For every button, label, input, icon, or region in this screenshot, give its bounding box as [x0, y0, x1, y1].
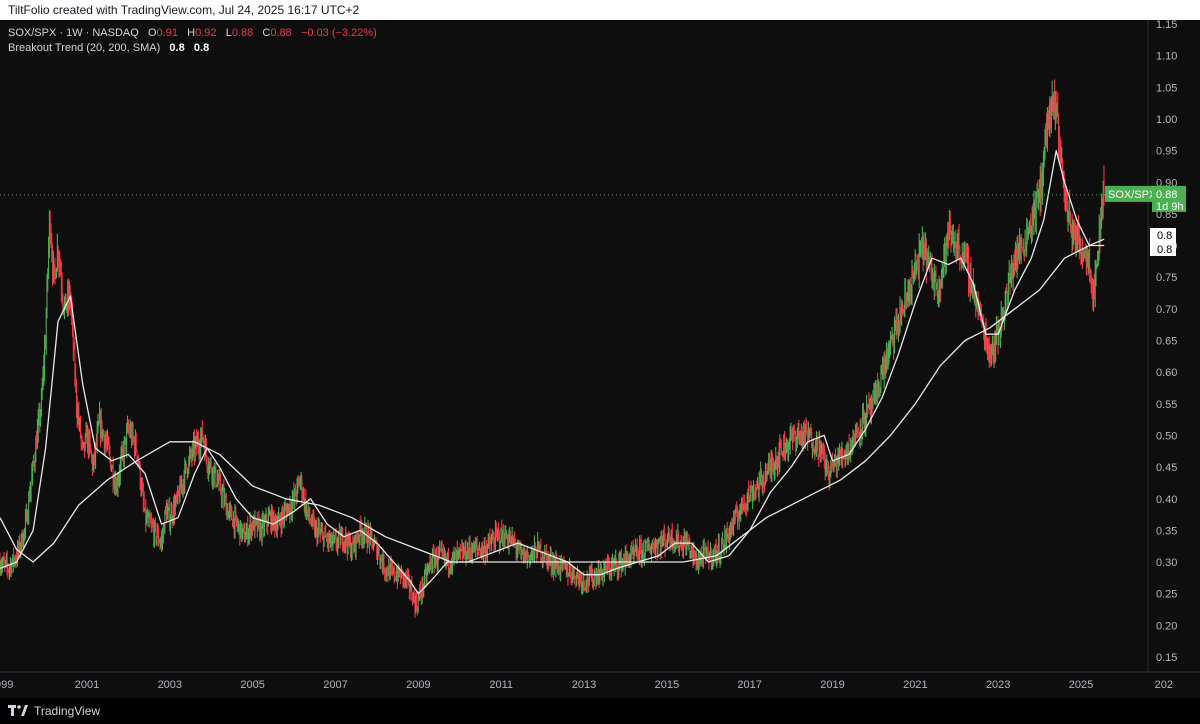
x-axis[interactable]: 999 2001 2003 2005 2007 2009 2011 2013 2015 2017 2…: [0, 671, 1200, 691]
legend-low-label: L: [225, 27, 232, 39]
ma-value-label: 0.8: [1157, 230, 1172, 242]
sma-200-line: [0, 244, 1105, 563]
chart-legend: SOX/SPX · 1W · NASDAQ O0.91 H0.92 L0.88 …: [8, 26, 377, 56]
price-bars: [0, 79, 1105, 618]
x-tick-label: 2015: [655, 679, 679, 691]
countdown-value: 1d 9h: [1156, 201, 1184, 213]
chart-header-title: TiltFolio created with TradingView.com, …: [8, 3, 360, 17]
y-tick-label: 0.40: [1156, 494, 1177, 506]
ma-value-label: 0.8: [1157, 244, 1172, 256]
legend-low-value: 0.88: [231, 27, 254, 39]
x-tick-label: 2017: [737, 679, 761, 691]
legend-close-label: C: [262, 27, 271, 39]
tradingview-logo-icon[interactable]: [8, 705, 28, 717]
y-tick-label: 0.35: [1156, 525, 1177, 537]
legend-open-value: 0.91: [156, 27, 178, 39]
x-tick-label: 2009: [406, 679, 430, 691]
y-tick-label: 1.15: [1156, 20, 1177, 31]
last-price-value: 0.88: [1156, 189, 1177, 201]
legend-change: −0.03 (−3.22%): [300, 27, 377, 39]
legend-indicator-row[interactable]: Breakout Trend (20, 200, SMA) 0.8 0.8: [8, 41, 377, 56]
y-tick-label: 0.55: [1156, 399, 1177, 411]
y-tick-label: 0.95: [1156, 146, 1177, 158]
legend-indicator-value-2: 0.8: [193, 42, 210, 54]
x-tick-label: 2001: [75, 679, 99, 691]
y-tick-label: 0.50: [1156, 430, 1177, 442]
x-tick-label: 2025: [1069, 679, 1093, 691]
symbol-tag-label: SOX/SPX: [1108, 189, 1157, 201]
legend-open-label: O: [147, 27, 157, 39]
x-tick-label: 2011: [489, 679, 513, 691]
y-tick-label: 1.00: [1156, 114, 1177, 126]
symbol-tag[interactable]: [1105, 185, 1156, 202]
legend-symbol[interactable]: SOX/SPX · 1W · NASDAQ: [8, 27, 139, 39]
x-tick-label: 2013: [572, 679, 596, 691]
y-tick-label: 0.25: [1156, 589, 1177, 601]
x-tick-label: 2021: [903, 679, 927, 691]
x-tick-label: 202: [1155, 679, 1173, 691]
legend-symbol-row[interactable]: SOX/SPX · 1W · NASDAQ O0.91 H0.92 L0.88 …: [8, 26, 377, 41]
y-tick-label: 0.70: [1156, 304, 1177, 316]
x-tick-label: 2023: [986, 679, 1010, 691]
y-tick-label: 0.30: [1156, 557, 1177, 569]
x-tick-label: 2019: [820, 679, 844, 691]
y-tick-label: 0.20: [1156, 620, 1177, 632]
last-price-tag[interactable]: [1152, 185, 1186, 212]
legend-high-label: H: [187, 27, 196, 39]
ma-value-tag[interactable]: [1150, 228, 1176, 242]
chart-header-bar: TiltFolio created with TradingView.com, …: [0, 0, 1200, 20]
x-tick-label: 2003: [158, 679, 182, 691]
series-lines: [0, 149, 1148, 595]
y-tick-label: 0.15: [1156, 652, 1177, 664]
legend-indicator-value-1: 0.8: [169, 42, 185, 54]
y-tick-label: 0.75: [1156, 272, 1177, 284]
legend-high-value: 0.92: [195, 27, 217, 39]
y-tick-label: 0.45: [1156, 462, 1177, 474]
sma-20-line: [0, 149, 1105, 595]
footer-bar: TradingView: [0, 698, 1200, 724]
x-tick-label: 999: [0, 679, 13, 691]
footer-brand[interactable]: TradingView: [34, 704, 101, 718]
y-tick-label: 0.60: [1156, 367, 1177, 379]
y-tick-label: 1.05: [1156, 82, 1177, 94]
chart-svg[interactable]: 0.15 0.20 0.25 0.30 0.35 0.40 0.45 0.50 0.55 0.60…: [0, 20, 1200, 698]
plot-background: [0, 20, 1200, 698]
ma-value-tag[interactable]: [1150, 242, 1176, 256]
x-tick-label: 2005: [240, 679, 264, 691]
grid-lines: [0, 20, 1200, 698]
y-tick-label: 0.65: [1156, 336, 1177, 348]
x-tick-label: 2007: [323, 679, 347, 691]
legend-indicator-name[interactable]: Breakout Trend (20, 200, SMA): [8, 42, 161, 54]
legend-close-value: 0.88: [270, 27, 292, 39]
y-tick-label: 1.10: [1156, 51, 1177, 63]
